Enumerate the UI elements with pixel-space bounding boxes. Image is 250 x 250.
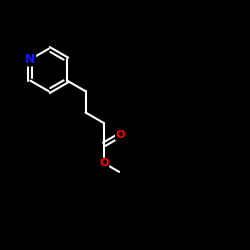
Text: O: O <box>99 158 109 168</box>
Text: N: N <box>25 53 35 66</box>
Text: O: O <box>116 130 125 140</box>
